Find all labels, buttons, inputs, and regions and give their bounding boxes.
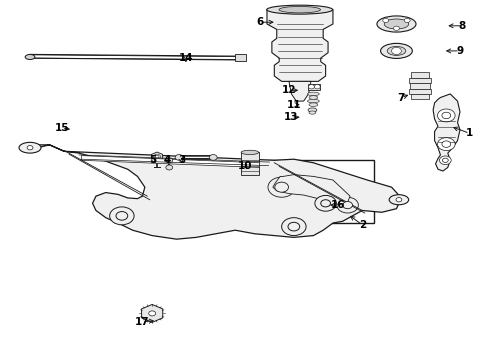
Ellipse shape xyxy=(384,19,409,29)
Text: 9: 9 xyxy=(456,46,464,56)
Bar xyxy=(411,72,429,78)
Text: 17: 17 xyxy=(135,317,150,327)
Ellipse shape xyxy=(267,5,333,14)
Ellipse shape xyxy=(389,195,409,205)
Ellipse shape xyxy=(25,54,35,59)
Polygon shape xyxy=(142,305,163,322)
Circle shape xyxy=(288,222,300,231)
Circle shape xyxy=(343,202,352,209)
Text: 5: 5 xyxy=(149,154,157,165)
Circle shape xyxy=(442,141,451,147)
Ellipse shape xyxy=(309,96,318,99)
Circle shape xyxy=(392,47,401,54)
Circle shape xyxy=(155,155,159,158)
Circle shape xyxy=(27,145,33,150)
Ellipse shape xyxy=(387,46,406,55)
Circle shape xyxy=(393,195,405,204)
Circle shape xyxy=(383,18,389,23)
Bar xyxy=(410,83,430,89)
Circle shape xyxy=(315,195,336,211)
Circle shape xyxy=(440,156,451,165)
Circle shape xyxy=(275,182,289,192)
Circle shape xyxy=(209,154,217,160)
Circle shape xyxy=(404,18,410,23)
Polygon shape xyxy=(273,175,350,205)
Text: 14: 14 xyxy=(179,53,194,63)
Text: 13: 13 xyxy=(284,112,299,122)
Text: 12: 12 xyxy=(282,85,296,95)
Text: 10: 10 xyxy=(238,161,252,171)
Polygon shape xyxy=(433,94,460,171)
Circle shape xyxy=(110,207,134,225)
Text: 8: 8 xyxy=(459,21,466,31)
Circle shape xyxy=(154,154,160,159)
Circle shape xyxy=(393,26,399,31)
Ellipse shape xyxy=(308,92,319,96)
Circle shape xyxy=(438,109,455,122)
Text: 1: 1 xyxy=(466,129,473,138)
Bar xyxy=(409,78,431,83)
Text: 16: 16 xyxy=(331,200,345,210)
Polygon shape xyxy=(23,145,401,239)
Ellipse shape xyxy=(381,43,413,58)
Bar xyxy=(265,160,374,223)
Bar xyxy=(308,84,320,90)
Circle shape xyxy=(149,311,156,316)
Circle shape xyxy=(438,138,455,150)
Circle shape xyxy=(166,158,172,163)
Ellipse shape xyxy=(241,150,259,154)
Ellipse shape xyxy=(309,103,318,107)
Circle shape xyxy=(116,212,128,220)
Ellipse shape xyxy=(377,16,416,32)
Circle shape xyxy=(24,143,36,152)
Bar xyxy=(241,152,259,175)
Circle shape xyxy=(268,177,295,197)
Text: 7: 7 xyxy=(398,93,405,103)
Circle shape xyxy=(282,218,306,235)
Text: 2: 2 xyxy=(359,220,366,230)
Ellipse shape xyxy=(308,108,317,112)
Bar xyxy=(235,54,246,61)
Ellipse shape xyxy=(308,99,319,103)
Text: 4: 4 xyxy=(163,155,171,165)
Circle shape xyxy=(309,85,315,89)
Polygon shape xyxy=(267,10,333,81)
Text: 11: 11 xyxy=(287,100,301,110)
Circle shape xyxy=(146,309,159,319)
Circle shape xyxy=(175,154,183,160)
Circle shape xyxy=(337,197,358,213)
Ellipse shape xyxy=(279,6,320,13)
Text: 15: 15 xyxy=(54,123,69,133)
Polygon shape xyxy=(151,152,163,161)
Bar xyxy=(409,89,431,94)
Ellipse shape xyxy=(19,142,41,153)
Circle shape xyxy=(442,112,451,119)
Circle shape xyxy=(315,85,320,89)
Circle shape xyxy=(396,198,402,202)
Polygon shape xyxy=(81,156,260,167)
Bar xyxy=(411,94,429,99)
Text: 3: 3 xyxy=(178,155,185,165)
Text: 6: 6 xyxy=(256,17,263,27)
Circle shape xyxy=(442,158,448,162)
Circle shape xyxy=(321,200,331,207)
Circle shape xyxy=(166,165,172,170)
Polygon shape xyxy=(289,81,311,101)
Ellipse shape xyxy=(309,111,316,114)
